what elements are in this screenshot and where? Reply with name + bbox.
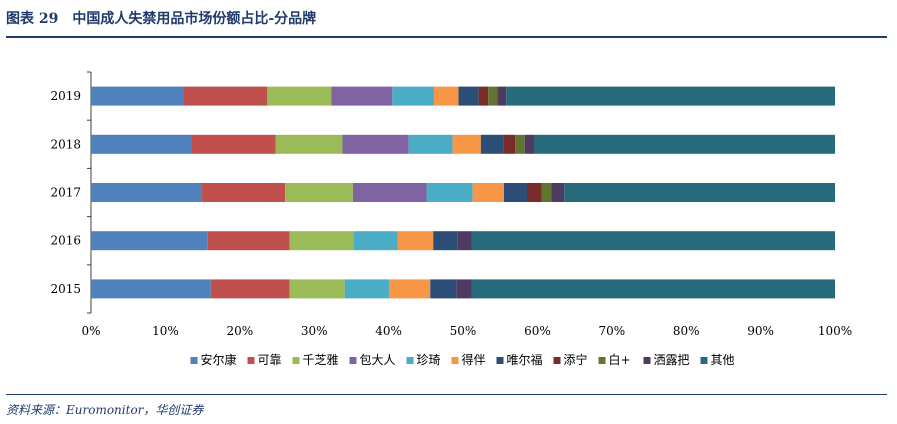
x-tick-label: 70% [598, 324, 625, 338]
bar-2016-series-1 [207, 231, 290, 251]
bar-2015-series-6 [430, 279, 457, 299]
bar-2015-series-4 [344, 279, 390, 299]
bar-2018-series-6 [480, 134, 504, 154]
bar-2018-series-1 [191, 134, 276, 154]
legend-swatch [496, 357, 504, 364]
bar-2019-series-5 [433, 86, 459, 106]
bar-2015-series-0 [91, 279, 211, 299]
x-ticks: 0% 10% 20% 30% 40% 50% 60% 70% 80% 90% 100% [81, 324, 852, 338]
y-category-label: 2018 [50, 137, 81, 151]
bar-2017-series-1 [201, 183, 286, 202]
bar-2019-series-8 [488, 86, 498, 106]
stacked-bar-chart: 0% 10% 20% 30% 40% 50% 60% 70% 80% 90% 100% 201920… [50, 71, 852, 367]
bars [91, 86, 835, 299]
y-category-label: 2017 [50, 186, 81, 200]
x-tick-label: 80% [673, 324, 700, 338]
legend-swatch [643, 357, 651, 364]
bar-2016-series-6 [433, 231, 458, 251]
bar-2019-series-0 [91, 86, 184, 106]
bar-2017-series-8 [541, 183, 552, 202]
legend-label: 珍琦 [417, 353, 441, 367]
bar-2017-series-5 [472, 183, 504, 202]
legend-swatch [349, 357, 357, 364]
bar-2015-series-9 [456, 279, 472, 299]
bar-2018-series-4 [408, 134, 453, 154]
legend-label: 可靠 [258, 353, 282, 367]
x-tick-label: 90% [747, 324, 774, 338]
grid [87, 71, 92, 314]
bar-2018-series-3 [342, 134, 409, 154]
y-category-label: 2019 [50, 89, 81, 103]
bar-2017-series-2 [285, 183, 353, 202]
x-tick-label: 60% [524, 324, 551, 338]
legend-label: 包大人 [360, 353, 396, 367]
bar-2018-series-10 [534, 134, 835, 154]
bar-2019-series-9 [497, 86, 507, 106]
bar-2018-series-5 [452, 134, 481, 154]
bar-2017-series-9 [551, 183, 565, 202]
bar-2016-series-0 [91, 231, 208, 251]
y-category-label: 2016 [50, 234, 81, 248]
title-rule [6, 36, 887, 38]
legend-swatch [451, 357, 459, 364]
bar-2019-series-2 [267, 86, 332, 106]
y-categories: 2019 2018 2017 2016 2015 [50, 89, 81, 296]
bar-2015-series-1 [210, 279, 290, 299]
legend: 安尔康 可靠 千芝雅 包大人 珍琦 得伴 唯尔福 添宁 白+ 洒露把 其他 [190, 352, 735, 367]
x-tick-label: 20% [226, 324, 253, 338]
bar-2017-series-7 [526, 183, 542, 202]
legend-swatch [292, 357, 300, 364]
source-note: 资料来源：Euromonitor，华创证券 [6, 403, 204, 417]
legend-label: 其他 [711, 353, 735, 367]
bar-2018-series-7 [503, 134, 516, 154]
bar-2019-series-4 [392, 86, 434, 106]
y-category-label: 2015 [50, 282, 81, 296]
x-tick-label: 100% [818, 324, 852, 338]
legend-swatch [406, 357, 414, 364]
bar-2017-series-4 [426, 183, 473, 202]
legend-label: 唯尔福 [507, 352, 543, 367]
bar-2016-series-5 [397, 231, 434, 251]
bar-2016-series-2 [289, 231, 354, 251]
legend-label: 千芝雅 [303, 352, 339, 367]
bar-2019-series-10 [506, 86, 835, 106]
bar-2015-series-5 [389, 279, 431, 299]
legend-swatch [700, 357, 708, 364]
x-tick-label: 30% [301, 324, 328, 338]
bar-2015-series-2 [289, 279, 345, 299]
legend-label: 添宁 [564, 352, 588, 367]
bar-2018-series-8 [515, 134, 525, 154]
footer-rule [6, 394, 887, 395]
bar-2019-series-6 [458, 86, 479, 106]
bar-2017-series-0 [91, 183, 202, 202]
bar-2016-series-4 [353, 231, 398, 251]
bar-2016-series-9 [457, 231, 472, 251]
bar-2019-series-7 [478, 86, 489, 106]
bar-2019-series-3 [331, 86, 393, 106]
x-tick-label: 0% [81, 324, 100, 338]
legend-label: 白+ [609, 352, 631, 367]
bar-2017-series-3 [352, 183, 427, 202]
legend-label: 洒露把 [654, 353, 690, 367]
legend-swatch [598, 357, 606, 364]
x-tick-label: 10% [152, 324, 179, 338]
bar-2018-series-9 [524, 134, 535, 154]
bar-2018-series-2 [275, 134, 343, 154]
bar-2018-series-0 [91, 134, 192, 154]
bar-2016-series-10 [471, 231, 835, 251]
legend-swatch [190, 357, 198, 364]
x-tick-label: 50% [450, 324, 477, 338]
legend-swatch [553, 357, 561, 364]
legend-label: 得伴 [462, 352, 486, 367]
legend-swatch [247, 357, 255, 364]
bar-2019-series-1 [184, 86, 268, 106]
x-tick-label: 40% [375, 324, 402, 338]
bar-2017-series-10 [564, 183, 835, 202]
legend-label: 安尔康 [201, 352, 237, 367]
bar-2017-series-6 [503, 183, 527, 202]
chart-title: 图表 29 中国成人失禁用品市场份额占比-分品牌 [6, 11, 317, 27]
bar-2015-series-10 [471, 279, 835, 299]
